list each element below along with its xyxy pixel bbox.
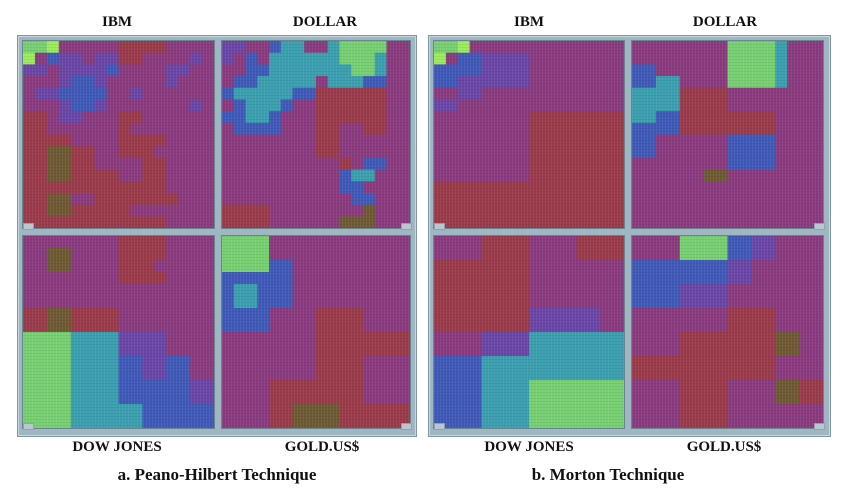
texture-overlay: [222, 236, 410, 428]
block-map: [434, 236, 624, 428]
label-b-dow-jones: DOW JONES: [484, 439, 574, 455]
resize-grip-icon: [401, 223, 412, 230]
caption-a: a. Peano-Hilbert Technique: [117, 465, 317, 484]
block-map: [434, 41, 624, 228]
panel-a-dollar: [221, 40, 411, 229]
texture-overlay: [23, 236, 214, 428]
panel-a-dow-jones: [22, 235, 215, 429]
panel-a-gold: [221, 235, 411, 429]
texture-overlay: [23, 41, 214, 228]
block-map: [222, 236, 410, 428]
texture-overlay: [632, 41, 823, 228]
resize-grip-icon: [814, 223, 825, 230]
resize-grip-icon: [814, 423, 825, 430]
label-a-gold: GOLD.US$: [284, 439, 360, 455]
texture-overlay: [222, 41, 410, 228]
resize-grip-icon: [434, 223, 445, 230]
panel-b-gold: [631, 235, 824, 429]
panel-b-dow-jones: [433, 235, 625, 429]
resize-grip-icon: [23, 223, 34, 230]
panel-a-ibm: [22, 40, 215, 229]
block-map: [23, 236, 214, 428]
caption-b: b. Morton Technique: [531, 465, 685, 484]
texture-overlay: [434, 236, 624, 428]
panel-b-ibm: [433, 40, 625, 229]
resize-grip-icon: [23, 423, 34, 430]
resize-grip-icon: [434, 423, 445, 430]
block-map: [632, 41, 823, 228]
texture-overlay: [632, 236, 823, 428]
label-b-ibm: IBM: [514, 14, 544, 30]
resize-grip-icon: [401, 423, 412, 430]
label-a-dollar: DOLLAR: [292, 14, 358, 30]
block-map: [23, 41, 214, 228]
block-map: [222, 41, 410, 228]
panel-b-dollar: [631, 40, 824, 229]
label-b-dollar: DOLLAR: [692, 14, 758, 30]
label-a-dow-jones: DOW JONES: [72, 439, 162, 455]
block-map: [632, 236, 823, 428]
texture-overlay: [434, 41, 624, 228]
label-a-ibm: IBM: [102, 14, 132, 30]
label-b-gold: GOLD.US$: [686, 439, 762, 455]
